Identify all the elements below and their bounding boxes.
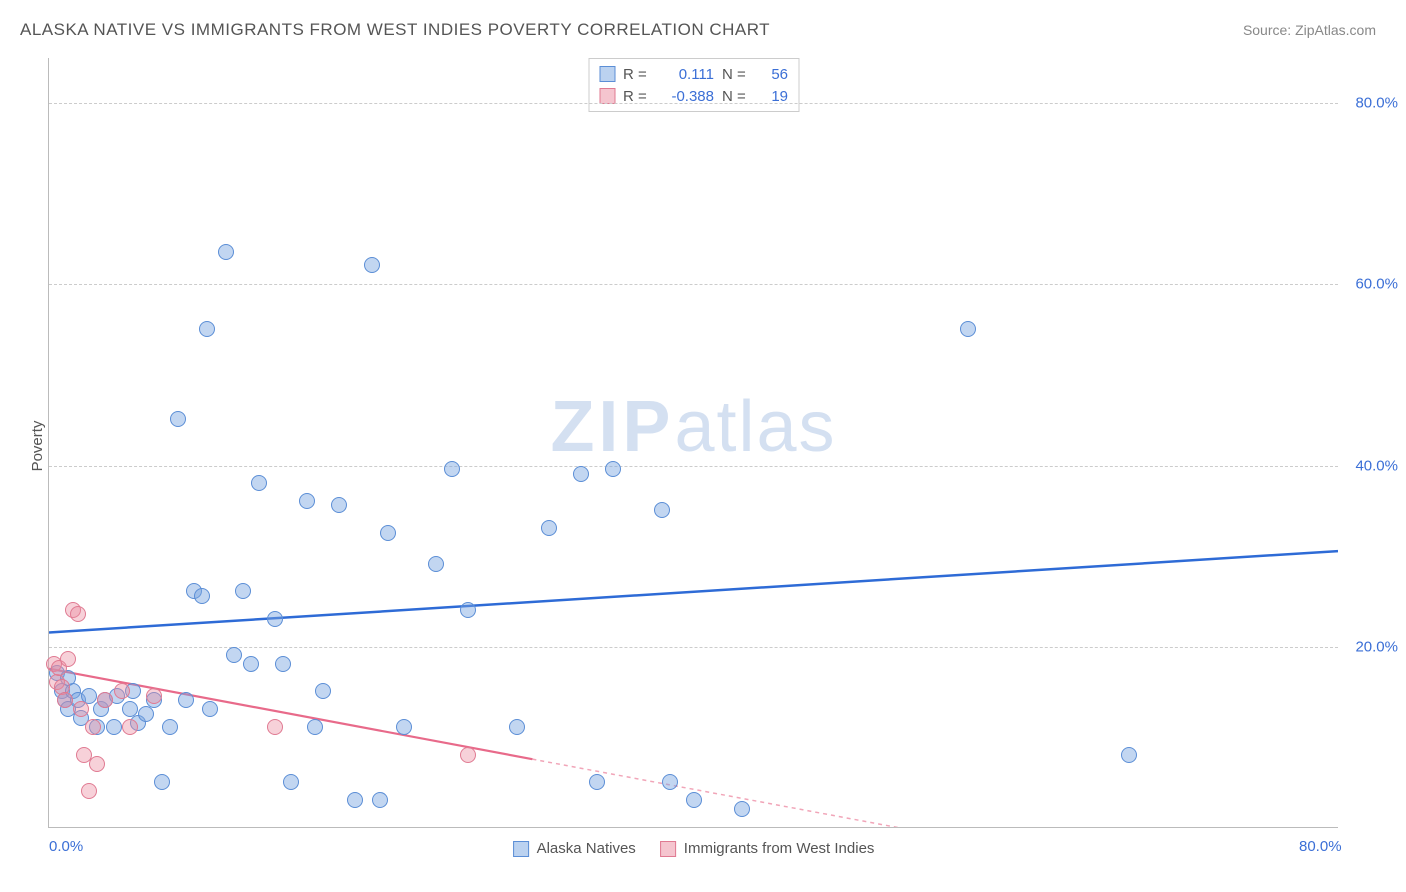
data-point (331, 497, 347, 513)
data-point (81, 783, 97, 799)
data-point (85, 719, 101, 735)
y-axis-label: Poverty (29, 421, 46, 472)
data-point (460, 602, 476, 618)
data-point (541, 520, 557, 536)
data-point (267, 611, 283, 627)
data-point (60, 651, 76, 667)
legend-r-value: -0.388 (659, 88, 714, 105)
legend-swatch (599, 88, 615, 104)
data-point (202, 701, 218, 717)
data-point (605, 461, 621, 477)
y-tick-label: 40.0% (1343, 457, 1398, 474)
data-point (347, 792, 363, 808)
legend-swatch (513, 841, 529, 857)
legend-n-label: N = (722, 66, 750, 83)
data-point (444, 461, 460, 477)
grid-line (49, 647, 1338, 648)
data-point (662, 774, 678, 790)
legend-r-label: R = (623, 66, 651, 83)
y-tick-label: 60.0% (1343, 276, 1398, 293)
legend-n-value: 56 (758, 66, 788, 83)
data-point (396, 719, 412, 735)
data-point (114, 683, 130, 699)
legend-label: Alaska Natives (537, 840, 636, 857)
legend-r-value: 0.111 (659, 66, 714, 83)
data-point (307, 719, 323, 735)
data-point (960, 321, 976, 337)
data-point (460, 747, 476, 763)
legend-n-value: 19 (758, 88, 788, 105)
source-label: Source: ZipAtlas.com (1243, 22, 1376, 38)
data-point (372, 792, 388, 808)
data-point (686, 792, 702, 808)
data-point (170, 411, 186, 427)
legend-swatch (599, 66, 615, 82)
data-point (267, 719, 283, 735)
data-point (275, 656, 291, 672)
data-point (97, 692, 113, 708)
data-point (122, 719, 138, 735)
data-point (734, 801, 750, 817)
data-point (199, 321, 215, 337)
legend-r-label: R = (623, 88, 651, 105)
data-point (283, 774, 299, 790)
grid-line (49, 284, 1338, 285)
data-point (106, 719, 122, 735)
data-point (162, 719, 178, 735)
chart-title: ALASKA NATIVE VS IMMIGRANTS FROM WEST IN… (20, 20, 770, 40)
plot-area: ZIPatlas R =0.111N =56R =-0.388N =19 Ala… (48, 58, 1338, 828)
data-point (1121, 747, 1137, 763)
data-point (589, 774, 605, 790)
data-point (226, 647, 242, 663)
data-point (654, 502, 670, 518)
data-point (251, 475, 267, 491)
legend-row: R = 0.111 N = 56 (599, 63, 788, 85)
trend-lines (49, 58, 1338, 827)
watermark: ZIPatlas (550, 386, 836, 468)
legend-label: Immigrants from West Indies (684, 840, 875, 857)
data-point (146, 688, 162, 704)
data-point (218, 244, 234, 260)
data-point (57, 692, 73, 708)
y-tick-label: 80.0% (1343, 95, 1398, 112)
data-point (138, 706, 154, 722)
data-point (178, 692, 194, 708)
data-point (573, 466, 589, 482)
legend-swatch (660, 841, 676, 857)
data-point (243, 656, 259, 672)
grid-line (49, 466, 1338, 467)
legend-n-label: N = (722, 88, 750, 105)
data-point (70, 606, 86, 622)
data-point (315, 683, 331, 699)
data-point (89, 756, 105, 772)
legend-item: Alaska Natives (513, 840, 636, 857)
data-point (194, 588, 210, 604)
data-point (380, 525, 396, 541)
data-point (428, 556, 444, 572)
data-point (364, 257, 380, 273)
x-tick-label: 80.0% (1299, 838, 1342, 855)
legend-item: Immigrants from West Indies (660, 840, 875, 857)
data-point (73, 701, 89, 717)
series-legend: Alaska Natives Immigrants from West Indie… (513, 840, 875, 857)
data-point (154, 774, 170, 790)
data-point (235, 583, 251, 599)
data-point (299, 493, 315, 509)
data-point (509, 719, 525, 735)
x-tick-label: 0.0% (49, 838, 83, 855)
y-tick-label: 20.0% (1343, 638, 1398, 655)
grid-line (49, 103, 1338, 104)
